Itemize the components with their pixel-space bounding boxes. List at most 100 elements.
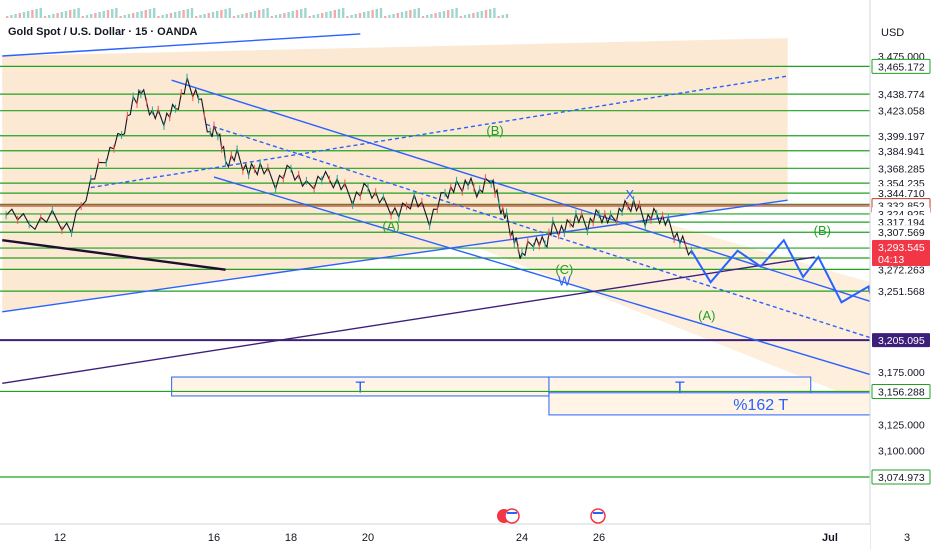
- event-marker-flag-icon[interactable]: [504, 508, 520, 524]
- price-tag-box[interactable]: [871, 469, 931, 485]
- volume-bar: [501, 15, 504, 18]
- volume-bar: [245, 13, 248, 18]
- price-tag-box[interactable]: [872, 87, 930, 102]
- price-tag-box[interactable]: [872, 284, 930, 299]
- volume-bar: [497, 16, 500, 18]
- price-tag-box[interactable]: [871, 383, 931, 399]
- volume-bar: [493, 8, 496, 18]
- price-tag-box[interactable]: [872, 161, 930, 176]
- shading-layer: [2, 38, 870, 405]
- trend-lines: [2, 33, 932, 394]
- volume-bar: [216, 11, 219, 18]
- volume-bar: [174, 12, 177, 18]
- wave-label-a-lower: (A): [698, 308, 715, 323]
- volume-strip: [6, 8, 509, 18]
- volume-bar: [396, 13, 399, 18]
- volume-bar: [262, 9, 265, 18]
- volume-bar: [186, 9, 189, 18]
- price-tag-box[interactable]: [872, 103, 930, 118]
- volume-bar: [203, 14, 206, 18]
- volume-bar: [333, 10, 336, 18]
- volume-bar: [98, 12, 101, 18]
- time-tick-label: 20: [362, 532, 374, 544]
- volume-bar: [392, 14, 395, 18]
- volume-bar: [417, 8, 420, 18]
- volume-bar: [165, 14, 168, 18]
- time-axis-ticks: 12 16 18 20 24 26 Jul 3: [54, 532, 910, 544]
- currency-label[interactable]: USD: [881, 27, 905, 39]
- volume-bar: [413, 9, 416, 18]
- current-price-tag[interactable]: [872, 239, 930, 266]
- time-tick-label: Jul: [822, 532, 838, 544]
- lower-channel-shading: [171, 80, 870, 405]
- volume-bar: [56, 13, 59, 18]
- volume-bar: [14, 14, 17, 18]
- time-axis-panel[interactable]: [0, 524, 870, 550]
- price-tag-box[interactable]: [872, 128, 930, 143]
- volume-bar: [304, 8, 307, 18]
- price-tag-box[interactable]: [872, 186, 930, 201]
- wave-annotations: (B)X(A)(C)W(B)(A)(C)Y: [382, 123, 900, 397]
- volume-bar: [316, 14, 320, 18]
- volume-bar: [489, 9, 492, 18]
- volume-bar: [90, 14, 93, 18]
- volume-bar: [132, 13, 135, 18]
- volume-bar: [27, 11, 30, 18]
- price-tag-box[interactable]: [872, 333, 930, 348]
- volume-bar: [249, 12, 252, 18]
- wave-label-w: W: [558, 273, 571, 288]
- volume-bar: [342, 8, 345, 18]
- volume-bar: [287, 12, 290, 18]
- upper-channel-bottom-line: [2, 199, 788, 313]
- event-markers: [497, 508, 606, 524]
- descending-channel-mid-line: [206, 123, 932, 359]
- volume-bar: [199, 15, 202, 18]
- volume-bar: [6, 16, 9, 18]
- price-tag-label: 3,438.774: [878, 89, 925, 101]
- volume-bar: [426, 15, 429, 18]
- volume-bar: [388, 15, 391, 18]
- volume-bar: [220, 10, 223, 18]
- volume-bar: [405, 11, 408, 18]
- upper-channel-top-line: [2, 33, 361, 57]
- volume-bar: [35, 9, 38, 18]
- time-tick-label: 26: [593, 532, 605, 544]
- volume-bar: [211, 12, 215, 18]
- target-box-right-label: T: [675, 379, 685, 396]
- volume-bar: [253, 11, 257, 18]
- volume-bar: [182, 10, 185, 18]
- symbol-title: Gold Spot / U.S. Dollar · 15 · OANDA: [6, 25, 200, 39]
- event-marker-flag-icon[interactable]: [590, 508, 606, 524]
- volume-bar: [157, 16, 160, 18]
- volume-bar: [81, 16, 84, 18]
- price-tag-box[interactable]: [872, 143, 930, 158]
- volume-bar: [77, 8, 80, 18]
- wave-label-x: X: [625, 187, 634, 202]
- volume-bar: [447, 10, 450, 18]
- price-tag-box[interactable]: [871, 58, 931, 74]
- volume-bar: [266, 8, 269, 18]
- price-tag-label: 3,074.973: [878, 472, 925, 484]
- volume-bar: [123, 15, 126, 18]
- volume-bar: [463, 15, 467, 18]
- volume-bar: [190, 8, 194, 18]
- fib-extension-box-label: %162 T: [733, 397, 788, 414]
- volume-bar: [337, 9, 341, 18]
- volume-bar: [421, 16, 425, 18]
- upper-channel-mid-line: [90, 75, 788, 189]
- volume-bar: [346, 16, 349, 18]
- volume-bar: [43, 16, 47, 18]
- descending-channel-top-line: [171, 79, 932, 322]
- volume-bar: [451, 9, 454, 18]
- volume-bar: [52, 14, 55, 18]
- volume-bar: [18, 13, 21, 18]
- volume-bar: [169, 13, 173, 18]
- volume-bar: [232, 16, 236, 18]
- price-tag-label: 3,368.285: [878, 163, 925, 175]
- price-tag-box[interactable]: [872, 225, 930, 240]
- time-tick-label: 24: [516, 532, 528, 544]
- event-marker-flag-icon: [507, 512, 517, 514]
